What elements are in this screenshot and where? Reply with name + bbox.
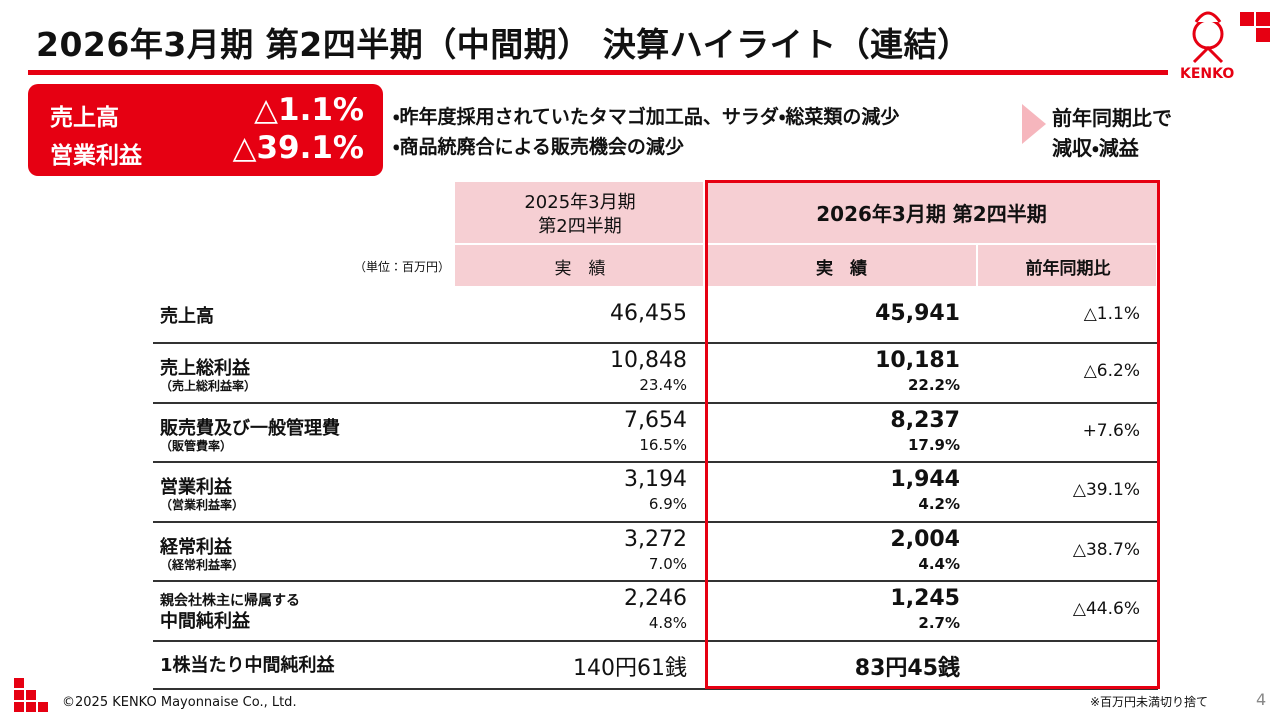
curr-value: 45,941 xyxy=(875,300,960,326)
subheader-cell xyxy=(455,245,703,286)
row-sublabel: （経常利益率） xyxy=(160,558,245,572)
row-label: 売上高 xyxy=(160,305,214,327)
row-sublabel: （営業利益率） xyxy=(160,498,245,512)
prev-rate: 16.5% xyxy=(639,436,687,454)
row-label: 販売費及び一般管理費 xyxy=(160,418,340,439)
curr-value: 8,237 xyxy=(890,408,960,433)
row-border xyxy=(153,640,1158,642)
row-label: 営業利益 xyxy=(160,477,232,498)
corner-mark xyxy=(14,678,48,712)
prev-value: 140円61銭 xyxy=(573,656,687,681)
row-label: 中間純利益 xyxy=(160,611,250,632)
arrow xyxy=(1022,104,1046,144)
reason: ・昨年度採用されていたタマゴ加工品、サラダ・総菜類の減少 xyxy=(393,106,900,128)
copyright: ©2025 KENKO Mayonnaise Co., Ltd. xyxy=(62,695,297,710)
prev-rate: 7.0% xyxy=(648,555,687,573)
subheader-text: 実 績 xyxy=(816,259,867,279)
header-cell xyxy=(455,182,703,243)
row-border xyxy=(153,461,1158,463)
logo-text: KENKO xyxy=(1180,66,1235,82)
curr-rate: 17.9% xyxy=(907,436,960,454)
prev-value: 7,654 xyxy=(624,408,687,433)
title: 2026年3月期 第2四半期（中間期） 決算ハイライト（連結） xyxy=(36,25,971,64)
highlight-value: △1.1% xyxy=(254,92,364,128)
reason: ・商品統廃合による販売機会の減少 xyxy=(393,136,684,158)
row-border xyxy=(153,580,1158,582)
yoy-value: △39.1% xyxy=(1072,480,1140,500)
row-border xyxy=(153,521,1158,523)
curr-rate: 4.2% xyxy=(918,495,960,513)
row-label: 売上総利益 xyxy=(160,358,250,379)
subheader-cell xyxy=(978,245,1156,286)
highlight-box: 売上高 △1.1% 営業利益 △39.1% xyxy=(28,84,383,176)
row-label: 経常利益 xyxy=(160,537,232,558)
prev-value: 3,272 xyxy=(624,527,687,552)
prev-rate: 6.9% xyxy=(648,495,687,513)
highlight-frame xyxy=(705,180,1160,689)
curr-value: 2,004 xyxy=(890,527,960,552)
yoy-value: △44.6% xyxy=(1072,599,1140,619)
prev-rate: 4.8% xyxy=(648,614,687,632)
note: ※百万円未満切り捨て xyxy=(1090,695,1209,709)
conclusion: 前年同期比で xyxy=(1052,106,1172,130)
row-label: 1株当たり中間純利益 xyxy=(160,655,335,676)
curr-value: 83円45銭 xyxy=(854,656,960,681)
curr-value: 10,181 xyxy=(875,348,960,373)
page-number: 4 xyxy=(1256,690,1267,709)
header-cell xyxy=(705,182,1158,243)
yoy-value: △1.1% xyxy=(1083,303,1140,324)
curr-value: 1,245 xyxy=(890,586,960,611)
curr-rate: 4.4% xyxy=(918,555,960,573)
subheader-text: 前年同期比 xyxy=(1025,259,1111,279)
prev-rate: 23.4% xyxy=(639,376,687,394)
highlight-label: 売上高 xyxy=(50,105,119,131)
row-sublabel: （販管費率） xyxy=(160,439,233,453)
row-border xyxy=(153,402,1158,404)
subheader-text: 実 績 xyxy=(554,259,606,279)
curr-rate: 22.2% xyxy=(907,376,960,394)
yoy-value: +7.6% xyxy=(1082,420,1140,441)
header-text: 2026年3月期 第2四半期 xyxy=(816,202,1047,226)
title-rule xyxy=(28,70,1168,75)
curr-rate: 2.7% xyxy=(918,614,960,632)
highlight-label: 営業利益 xyxy=(50,143,142,169)
prev-value: 3,194 xyxy=(624,467,687,492)
yoy-value: △6.2% xyxy=(1083,361,1140,381)
logo-mark xyxy=(1192,11,1270,64)
prev-value: 10,848 xyxy=(610,348,687,373)
unit-label: （単位：百万円） xyxy=(353,260,450,274)
subheader-cell xyxy=(705,245,976,286)
curr-value: 1,944 xyxy=(890,467,960,492)
header-text: 第2四半期 xyxy=(538,216,622,237)
row-sublabel: （売上総利益率） xyxy=(160,379,257,393)
prev-value: 46,455 xyxy=(610,300,687,326)
yoy-value: △38.7% xyxy=(1072,539,1140,560)
row-border xyxy=(153,688,1158,690)
header-text: 2025年3月期 xyxy=(524,192,636,213)
row-prefix: 親会社株主に帰属する xyxy=(160,593,300,609)
row-border xyxy=(153,342,1158,344)
conclusion: 減収・減益 xyxy=(1052,136,1139,160)
highlight-value: △39.1% xyxy=(232,130,364,166)
prev-value: 2,246 xyxy=(624,586,687,611)
